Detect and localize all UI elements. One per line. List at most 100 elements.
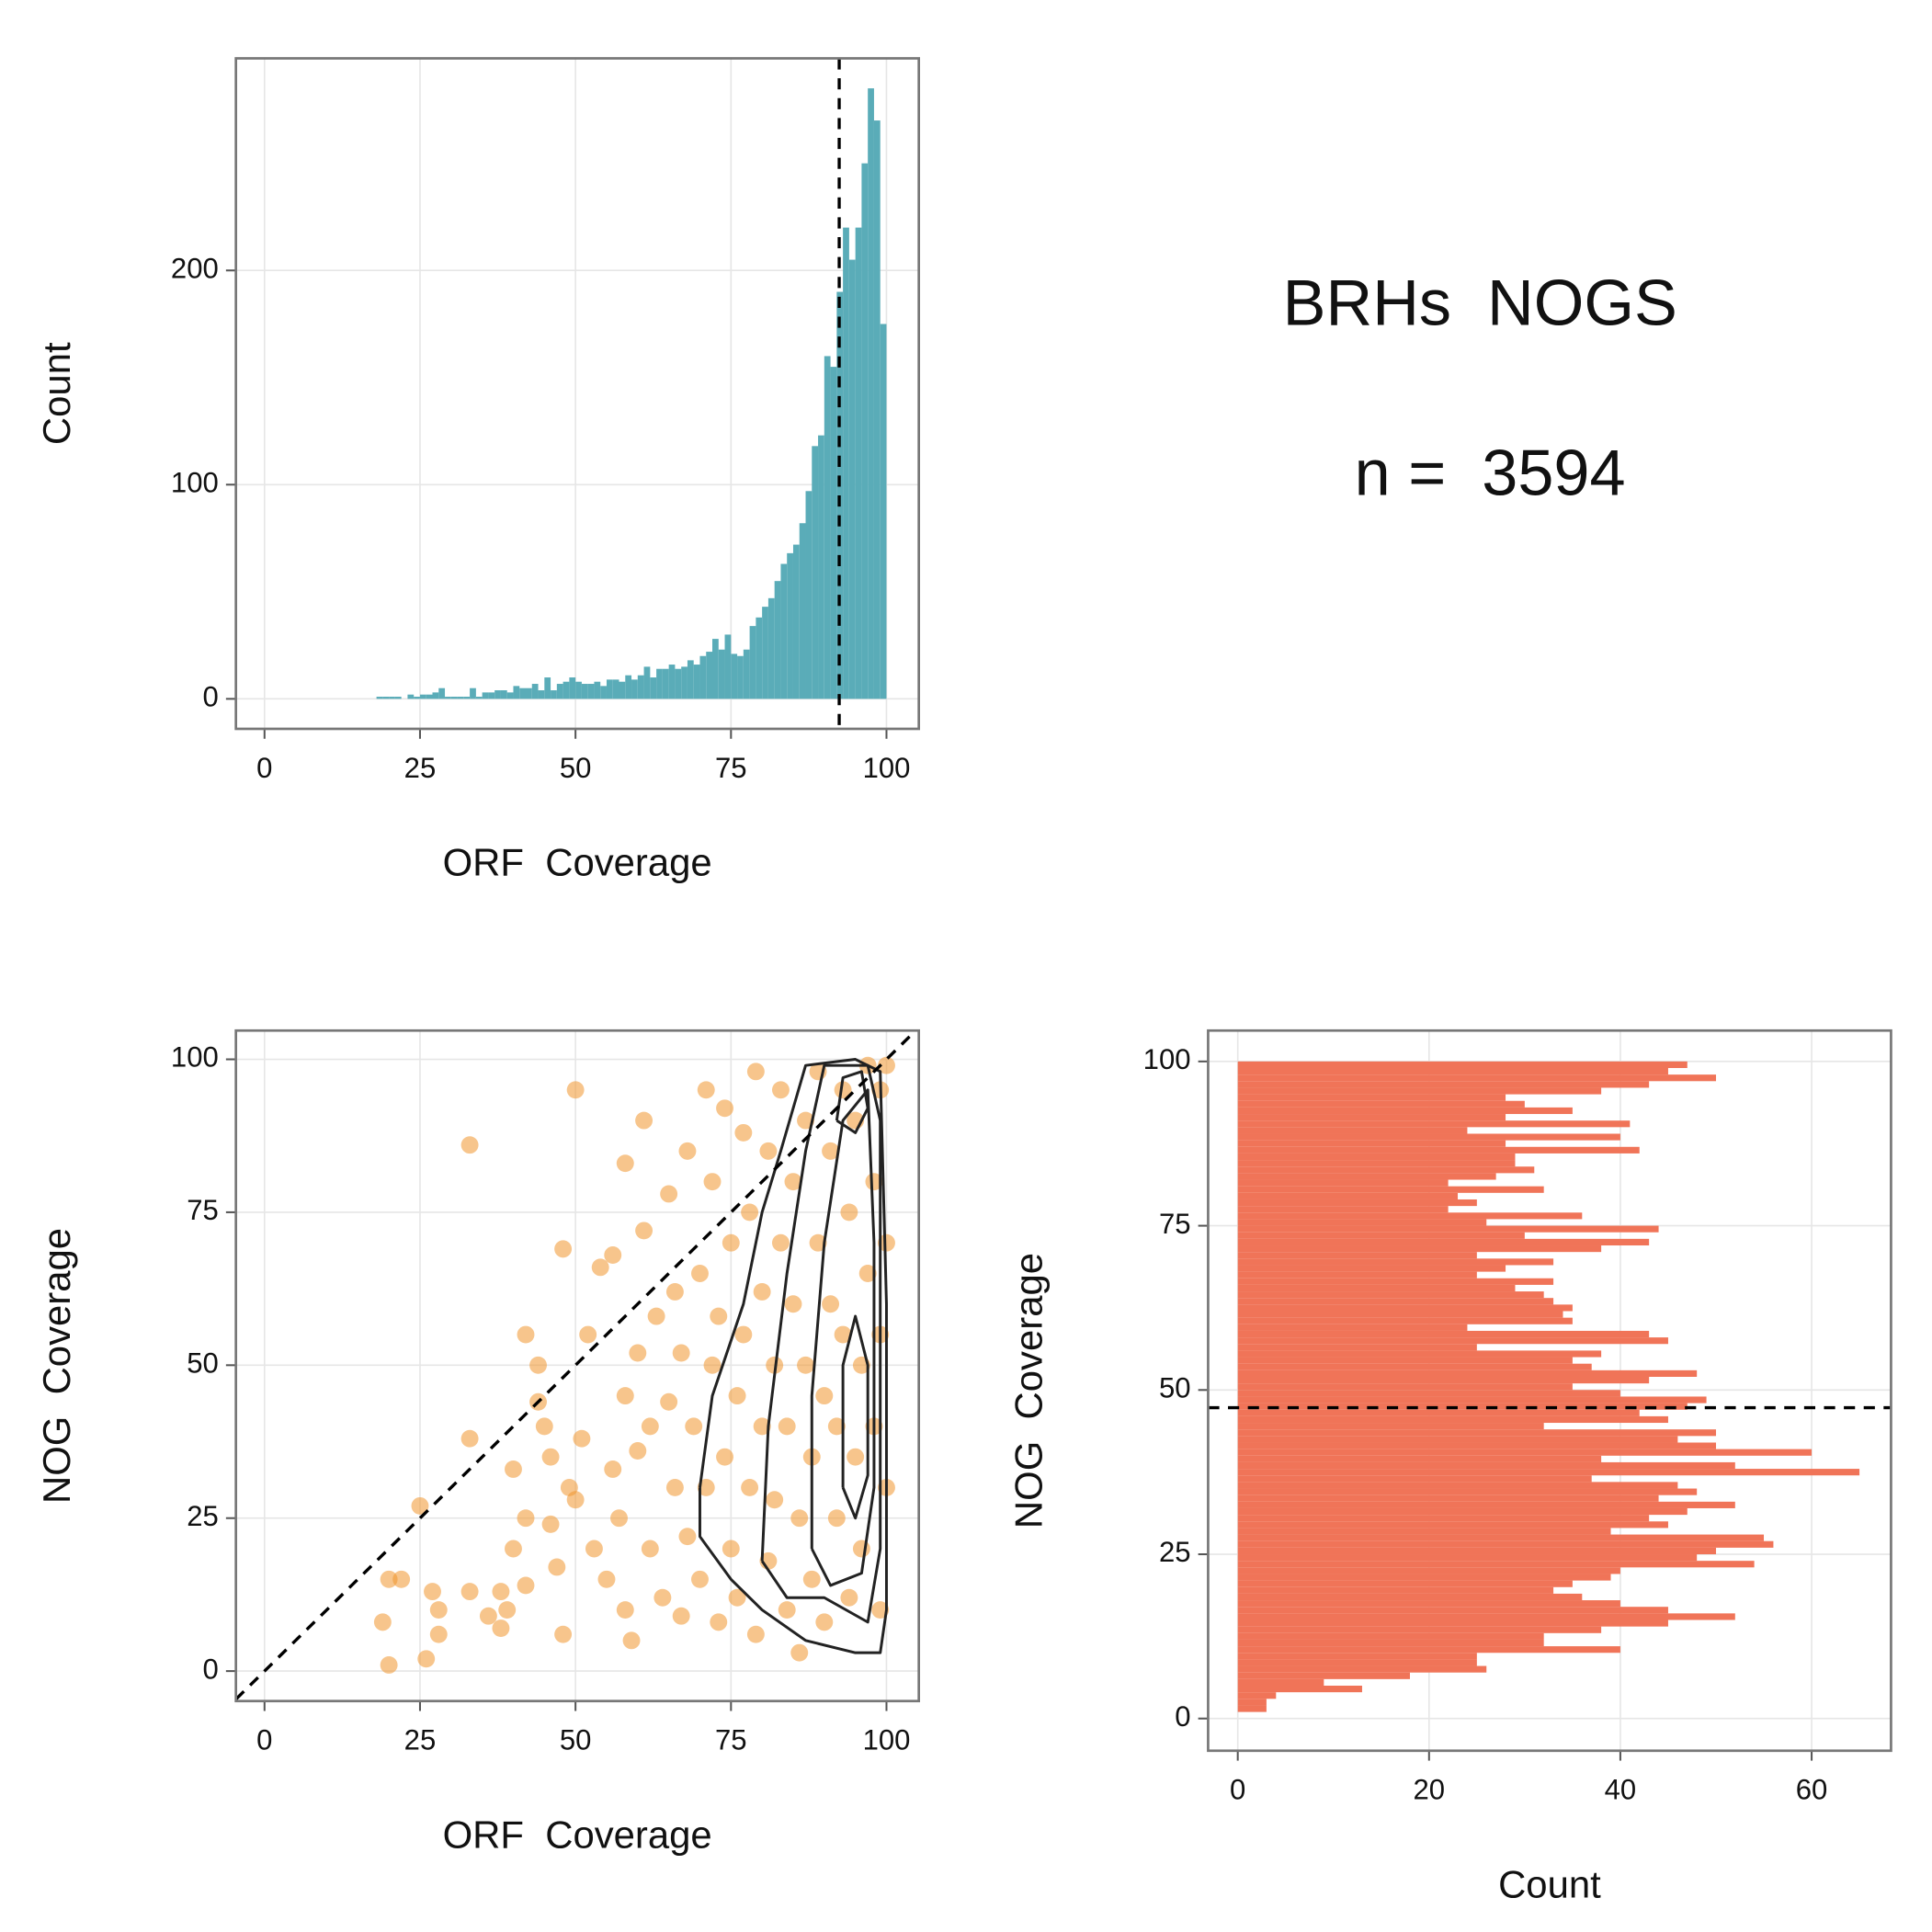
- point: [759, 1142, 778, 1160]
- bar: [1237, 1613, 1735, 1620]
- y-tick-label: 75: [1159, 1208, 1191, 1240]
- bar: [824, 356, 831, 699]
- bar: [1237, 1678, 1324, 1686]
- point: [492, 1619, 510, 1637]
- bar: [1237, 1173, 1496, 1180]
- bar: [830, 367, 837, 699]
- bar: [787, 552, 793, 699]
- point: [380, 1656, 398, 1674]
- bar: [1237, 1166, 1535, 1174]
- panel-border: [234, 57, 921, 731]
- bar: [1237, 1646, 1620, 1654]
- bar: [743, 649, 750, 699]
- point: [865, 1173, 883, 1191]
- bar: [450, 697, 458, 699]
- point: [460, 1429, 479, 1448]
- bar: [1237, 1298, 1554, 1305]
- bar: [526, 688, 532, 699]
- point: [597, 1570, 616, 1588]
- bar: [668, 665, 676, 699]
- point: [716, 1099, 733, 1118]
- panel-title: BRHs NOGS: [1283, 267, 1677, 339]
- point: [380, 1570, 398, 1588]
- bar: [1237, 1133, 1620, 1141]
- bar: [438, 688, 446, 699]
- bar: [1237, 1580, 1573, 1587]
- bar: [544, 677, 551, 699]
- point: [815, 1387, 834, 1405]
- bar: [650, 677, 657, 699]
- point: [784, 1173, 802, 1191]
- bar: [389, 697, 395, 699]
- x-tick-label: 25: [404, 1724, 437, 1756]
- point: [878, 1233, 895, 1252]
- bar: [756, 617, 763, 699]
- point: [535, 1417, 553, 1436]
- point: [746, 1063, 765, 1081]
- point: [653, 1588, 672, 1607]
- bar: [382, 697, 390, 699]
- bar: [1237, 1692, 1277, 1699]
- point: [616, 1601, 634, 1619]
- bar: [1237, 1685, 1362, 1693]
- y-tick-label: 100: [171, 1041, 219, 1074]
- bar: [1237, 1114, 1506, 1121]
- point: [517, 1509, 535, 1528]
- point: [579, 1325, 597, 1344]
- bar: [581, 684, 588, 699]
- point: [802, 1570, 821, 1588]
- bar: [1237, 1291, 1544, 1299]
- bar: [569, 677, 576, 699]
- bar: [587, 684, 595, 699]
- x-tick-label: 50: [560, 1724, 592, 1756]
- bar: [506, 692, 514, 699]
- point: [492, 1583, 510, 1601]
- x-tick-label: 0: [256, 752, 272, 784]
- bar: [463, 697, 471, 699]
- point: [616, 1387, 634, 1405]
- bar: [475, 697, 483, 699]
- bar: [1237, 1094, 1506, 1101]
- point: [809, 1233, 827, 1252]
- point: [411, 1496, 429, 1515]
- bar: [643, 666, 651, 699]
- bar: [631, 679, 638, 699]
- point: [827, 1417, 846, 1436]
- bar: [1237, 1494, 1659, 1502]
- x-tick-label: 75: [715, 1724, 747, 1756]
- plot-area: [235, 58, 919, 729]
- bar: [414, 697, 420, 699]
- y-tick-label: 100: [171, 466, 219, 498]
- point: [678, 1528, 697, 1546]
- bar: [1237, 1061, 1688, 1068]
- bar: [1237, 1672, 1410, 1679]
- bar: [1237, 1140, 1506, 1147]
- x-axis-title: ORF Coverage: [443, 1813, 712, 1856]
- bar: [1237, 1501, 1735, 1508]
- contour-line: [698, 1058, 888, 1654]
- point: [672, 1344, 690, 1362]
- point: [610, 1509, 628, 1528]
- bar: [1237, 1074, 1716, 1082]
- point: [641, 1417, 659, 1436]
- bar: [531, 684, 539, 699]
- point: [753, 1282, 771, 1301]
- point: [847, 1448, 865, 1466]
- bar: [1237, 1192, 1459, 1199]
- contour-line: [760, 1063, 882, 1624]
- bar: [1237, 1626, 1602, 1633]
- bar: [780, 563, 788, 699]
- bar: [619, 681, 626, 699]
- bar: [1237, 1206, 1449, 1213]
- bar: [488, 692, 495, 699]
- point: [660, 1185, 678, 1203]
- bar: [1237, 1574, 1611, 1581]
- bar: [556, 684, 563, 699]
- point: [616, 1154, 634, 1173]
- point: [753, 1417, 771, 1436]
- bar: [843, 227, 849, 699]
- bar: [1237, 1396, 1707, 1404]
- y-tick-label: 0: [202, 681, 218, 713]
- bar: [1237, 1219, 1487, 1226]
- point: [585, 1540, 603, 1558]
